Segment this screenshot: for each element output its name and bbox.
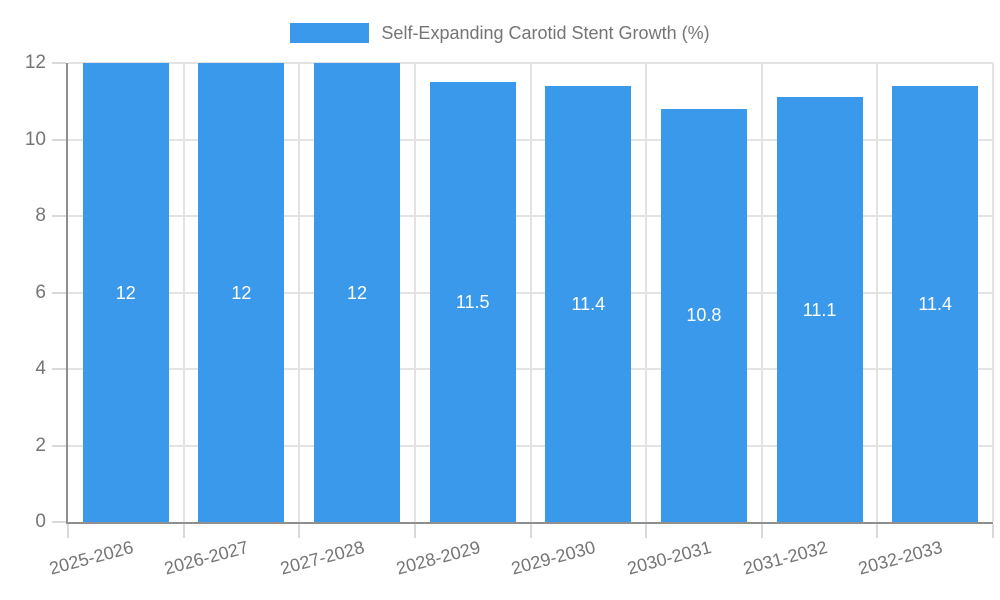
gridline-vertical	[760, 63, 763, 522]
bar-value-label: 12	[115, 282, 136, 303]
y-tick-label: 12	[24, 52, 46, 73]
gridline-vertical	[876, 63, 879, 522]
legend-color-swatch	[290, 23, 370, 43]
y-tick-label: 2	[35, 434, 46, 456]
y-axis-tick	[52, 368, 66, 370]
bar-value-label: 11.4	[918, 293, 953, 314]
x-axis-tick	[67, 524, 69, 538]
gridline-vertical	[298, 63, 301, 522]
bar[interactable]: 12	[198, 63, 285, 522]
y-axis-tick	[52, 521, 66, 523]
gridline-vertical	[413, 63, 416, 522]
bar-value-label: 10.8	[686, 305, 722, 326]
y-tick-label: 4	[35, 358, 46, 379]
bar[interactable]: 11.4	[892, 85, 979, 522]
bar-value-label: 11.1	[802, 299, 837, 320]
x-axis-tick	[529, 524, 532, 538]
x-axis-tick	[182, 524, 185, 538]
bar-value-label: 12	[231, 282, 252, 303]
y-axis-tick	[52, 444, 66, 447]
legend-label: Self-Expanding Carotid Stent Growth (%)	[381, 23, 710, 43]
gridline-vertical	[529, 63, 532, 522]
gridline-vertical	[182, 63, 185, 522]
chart-legend-item[interactable]: Self-Expanding Carotid Stent Growth (%)	[0, 22, 1000, 44]
x-axis-tick	[645, 524, 648, 538]
y-tick-label: 10	[24, 128, 46, 150]
bar[interactable]: 11.4	[545, 85, 632, 522]
x-axis-tick	[298, 524, 301, 538]
x-axis-tick	[760, 524, 763, 538]
bar[interactable]: 10.8	[660, 108, 747, 522]
x-axis-tick	[876, 524, 879, 538]
y-tick-label: 0	[35, 511, 46, 532]
x-axis-line	[66, 522, 993, 524]
y-axis-tick	[52, 215, 66, 217]
y-axis-tick	[52, 138, 66, 141]
x-axis-tick	[413, 524, 416, 538]
y-axis-tick	[52, 62, 66, 64]
bar-value-label: 11.5	[455, 292, 490, 313]
gridline-vertical	[645, 63, 648, 522]
y-tick-label: 8	[35, 205, 46, 226]
x-axis-tick	[992, 524, 994, 538]
bar-value-label: 11.4	[571, 293, 606, 314]
y-tick-label: 6	[35, 281, 46, 303]
gridline-vertical	[992, 63, 994, 522]
bar[interactable]: 12	[314, 63, 401, 522]
y-axis-tick	[52, 291, 66, 294]
y-axis-line	[66, 63, 68, 524]
bar-value-label: 12	[347, 282, 368, 303]
bar[interactable]: 12	[82, 63, 169, 522]
bar[interactable]: 11.5	[429, 82, 516, 522]
bar[interactable]: 11.1	[776, 97, 863, 522]
